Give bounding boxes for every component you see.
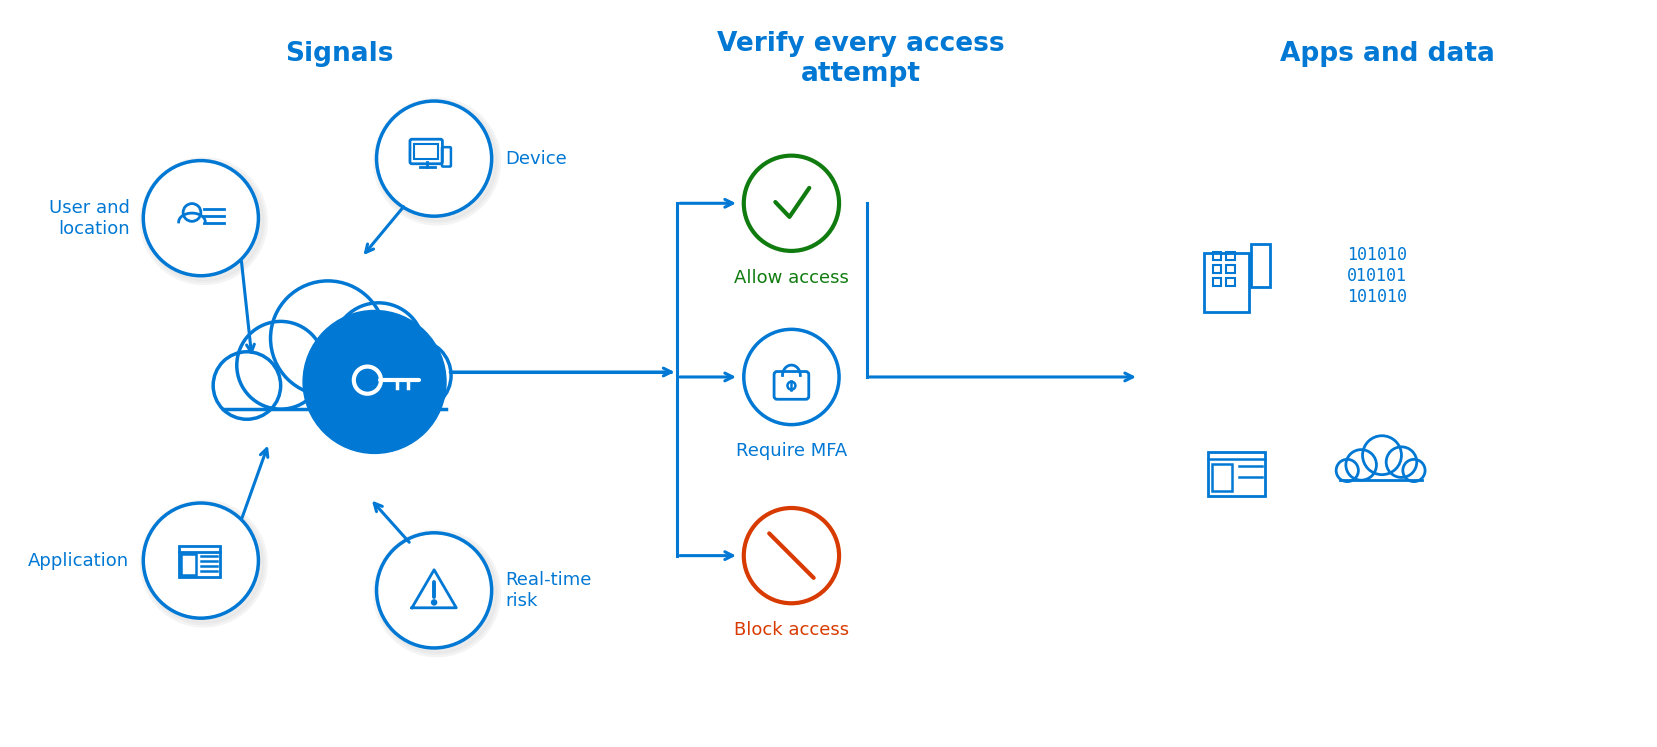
Text: Application: Application bbox=[28, 551, 129, 570]
FancyBboxPatch shape bbox=[224, 365, 466, 409]
Circle shape bbox=[143, 502, 265, 625]
Circle shape bbox=[303, 311, 446, 453]
Circle shape bbox=[376, 532, 499, 655]
Circle shape bbox=[376, 533, 492, 648]
Text: Signals: Signals bbox=[285, 41, 394, 67]
Circle shape bbox=[141, 158, 267, 285]
Circle shape bbox=[237, 321, 325, 409]
Circle shape bbox=[373, 530, 500, 657]
Circle shape bbox=[143, 160, 265, 282]
Circle shape bbox=[431, 600, 436, 605]
Text: 101010
010101
101010: 101010 010101 101010 bbox=[1345, 246, 1407, 306]
Circle shape bbox=[1385, 447, 1415, 477]
Text: Device: Device bbox=[505, 149, 567, 167]
Circle shape bbox=[378, 102, 497, 221]
Circle shape bbox=[144, 161, 263, 281]
Circle shape bbox=[143, 161, 258, 276]
Text: User and
location: User and location bbox=[48, 199, 129, 238]
Circle shape bbox=[378, 534, 497, 653]
Text: Block access: Block access bbox=[734, 622, 848, 639]
FancyBboxPatch shape bbox=[1339, 465, 1422, 480]
Circle shape bbox=[376, 101, 492, 216]
Circle shape bbox=[1402, 459, 1425, 482]
Circle shape bbox=[141, 500, 267, 627]
Circle shape bbox=[333, 303, 424, 394]
Text: Verify every access
attempt: Verify every access attempt bbox=[717, 31, 1004, 87]
Text: Allow access: Allow access bbox=[734, 269, 848, 287]
Circle shape bbox=[143, 503, 258, 619]
Circle shape bbox=[144, 504, 263, 623]
Circle shape bbox=[1345, 450, 1375, 480]
Circle shape bbox=[1336, 459, 1357, 482]
Text: Require MFA: Require MFA bbox=[736, 442, 847, 460]
Circle shape bbox=[1362, 436, 1400, 474]
Text: Real-time
risk: Real-time risk bbox=[505, 571, 592, 610]
Circle shape bbox=[379, 340, 451, 411]
Circle shape bbox=[270, 281, 384, 396]
Circle shape bbox=[376, 100, 499, 223]
Circle shape bbox=[214, 352, 280, 419]
Circle shape bbox=[373, 98, 500, 225]
Text: Apps and data: Apps and data bbox=[1279, 41, 1493, 67]
